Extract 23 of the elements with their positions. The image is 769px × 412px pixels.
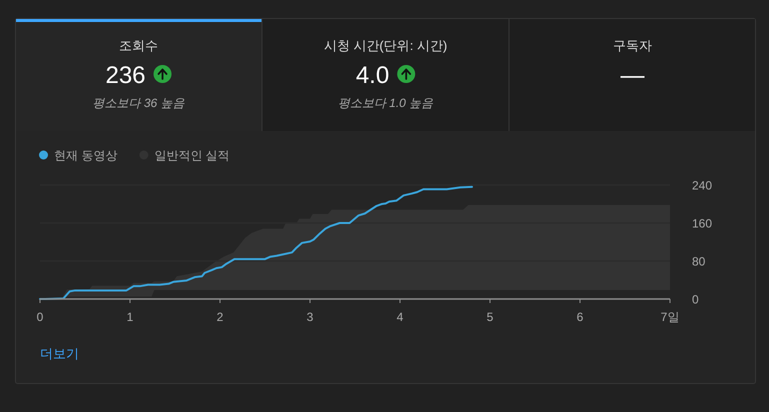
text: 평소보다 36 높음 (92, 96, 186, 110)
x-tick-label: 0 (36, 310, 44, 324)
x-tick-label: 6 (576, 310, 584, 324)
x-tick-label: 7일 (660, 310, 680, 324)
x-tick-label: 2 (216, 310, 224, 324)
y-tick-label: 160 (692, 216, 712, 230)
text: 더보기 (40, 346, 79, 361)
x-tick-label: 3 (306, 310, 314, 324)
y-tick-label: 80 (692, 254, 706, 268)
text: 조회수 (119, 38, 158, 53)
x-tick-label: 5 (486, 310, 494, 324)
text: 시청 시간(단위: 시간) (324, 38, 448, 53)
legend-label: 일반적인 실적 (154, 148, 230, 162)
y-tick-label: 0 (692, 292, 699, 306)
y-tick-label: 240 (692, 178, 712, 192)
text: — (620, 62, 644, 89)
text: 4.0 (356, 62, 390, 89)
text: 236 (105, 62, 146, 89)
legend-label: 현재 동영상 (54, 148, 118, 162)
text: 구독자 (613, 38, 652, 53)
x-tick-label: 1 (126, 310, 134, 324)
x-tick-label: 4 (396, 310, 404, 324)
text: 평소보다 1.0 높음 (338, 96, 434, 110)
